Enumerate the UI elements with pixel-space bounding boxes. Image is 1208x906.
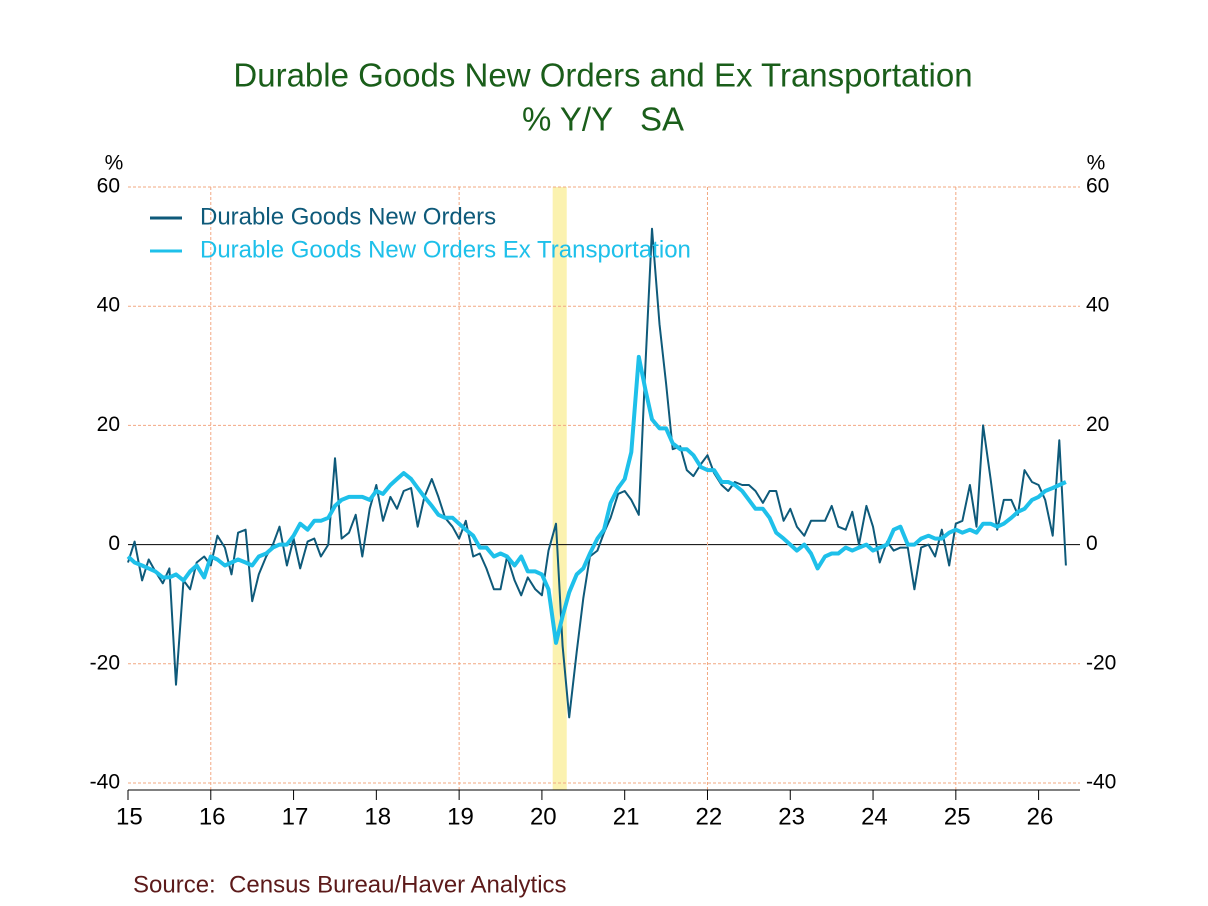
y-tick-label: 20 <box>97 413 120 436</box>
x-tick-label: 23 <box>778 803 805 830</box>
x-tick-label: 20 <box>530 803 557 830</box>
series-line <box>127 227 1067 719</box>
y-unit-label: % <box>105 152 124 175</box>
legend-label: Durable Goods New Orders <box>200 203 496 230</box>
x-tick-label: 21 <box>613 803 640 830</box>
x-tick-label: 17 <box>282 803 309 830</box>
x-tick-label: 25 <box>944 803 971 830</box>
chart-subtitle: % Y/Y SA <box>522 101 684 138</box>
y-tick-label: -20 <box>90 651 120 674</box>
y2-tick-label: 0 <box>1086 532 1098 555</box>
y-tick-label: -40 <box>90 771 120 794</box>
y2-tick-label: 60 <box>1086 175 1109 198</box>
chart-title: Durable Goods New Orders and Ex Transpor… <box>233 57 972 94</box>
y-tick-label: 60 <box>97 175 120 198</box>
x-tick-label: 16 <box>199 803 226 830</box>
series-line <box>126 354 1067 645</box>
x-tick-label: 26 <box>1027 803 1054 830</box>
x-tick-label: 15 <box>116 803 143 830</box>
x-tick-label: 19 <box>447 803 474 830</box>
y2-tick-label: 20 <box>1086 413 1109 436</box>
x-tick-label: 18 <box>364 803 391 830</box>
y-tick-label: 0 <box>108 532 120 555</box>
y2-tick-label: -40 <box>1086 771 1116 794</box>
y2-tick-label: -20 <box>1086 651 1116 674</box>
y2-tick-label: 40 <box>1086 294 1109 317</box>
y2-unit-label: % <box>1087 152 1106 175</box>
recession-shade <box>552 187 567 790</box>
x-tick-label: 22 <box>696 803 723 830</box>
source-note: Source: Census Bureau/Haver Analytics <box>133 871 567 898</box>
x-tick-label: 24 <box>861 803 888 830</box>
y-tick-label: 40 <box>97 294 120 317</box>
legend-label: Durable Goods New Orders Ex Transportati… <box>200 236 691 263</box>
